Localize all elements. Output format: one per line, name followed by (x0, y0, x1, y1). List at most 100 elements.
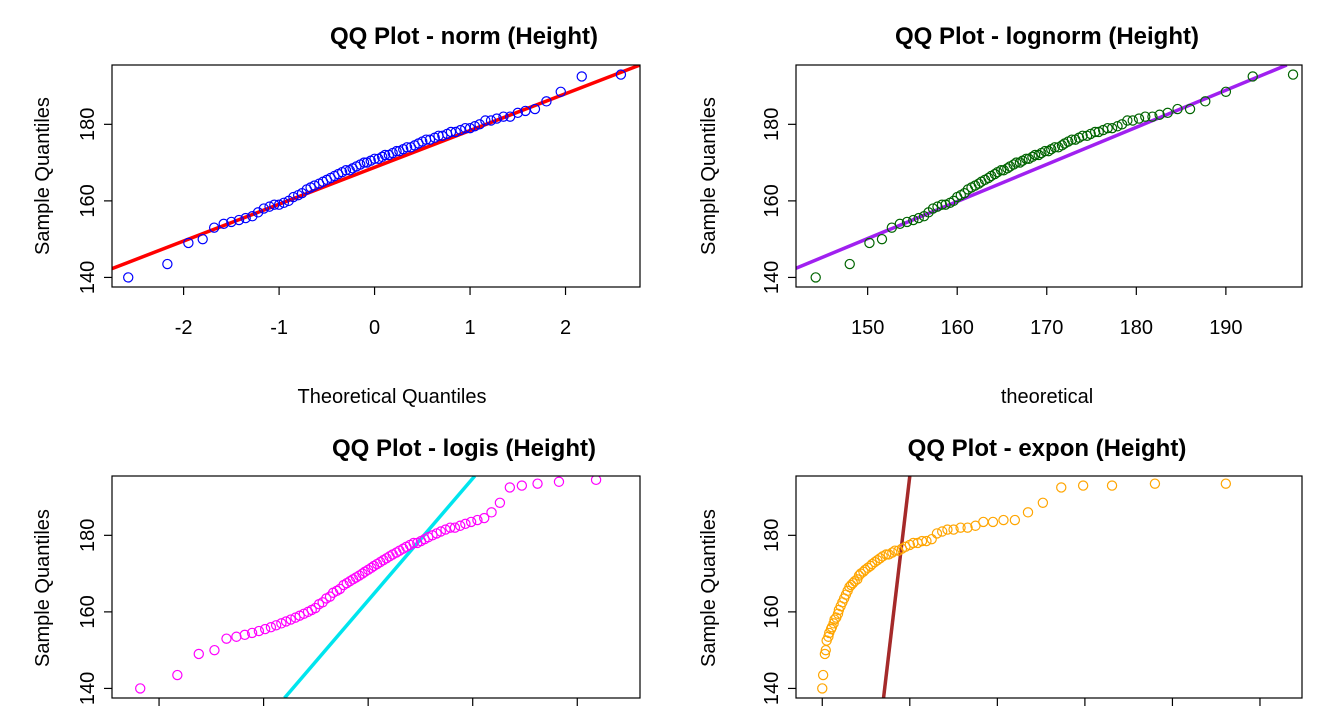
qq-panel-norm: QQ Plot - norm (Height) -2 -1 0 1 2 140 160 180… (32, 23, 641, 408)
data-point (445, 522, 456, 533)
data-point (377, 151, 388, 163)
data-point (449, 522, 461, 533)
data-point (844, 581, 855, 593)
data-point (615, 69, 627, 80)
chart-title: QQ Plot - logis (Height) (332, 435, 596, 462)
data-point (845, 579, 857, 591)
data-point (265, 621, 277, 633)
data-point (239, 629, 250, 641)
data-point (936, 526, 948, 537)
data-point (498, 111, 509, 122)
data-point (172, 669, 183, 681)
data-point (278, 197, 290, 208)
data-point (823, 631, 834, 642)
data-point (193, 648, 204, 660)
y-tick-label: 160 (77, 184, 99, 217)
data-point (529, 103, 541, 115)
data-point (494, 497, 506, 508)
data-point (331, 585, 342, 597)
data-point (1085, 128, 1096, 140)
x-tick-label: -2 (175, 317, 193, 339)
data-point (252, 207, 264, 218)
data-point (817, 683, 828, 694)
data-point (995, 165, 1007, 176)
reference-line (283, 476, 477, 698)
data-point (1077, 480, 1089, 491)
data-point (869, 556, 880, 568)
x-tick-label: 170 (1030, 317, 1063, 339)
data-point (1220, 86, 1232, 97)
data-point (913, 212, 924, 224)
data-point (460, 122, 471, 134)
x-tick-label: 2 (560, 317, 571, 339)
data-point (590, 476, 602, 486)
data-point (866, 558, 878, 570)
data-point (1089, 126, 1101, 138)
chart-title: QQ Plot - expon (Height) (908, 435, 1187, 462)
data-point (916, 535, 928, 547)
data-point (258, 203, 270, 214)
data-point (931, 528, 943, 539)
plot-marks (796, 65, 1299, 283)
y-tick-label: 140 (77, 261, 99, 294)
data-point (1049, 142, 1061, 153)
y-tick-label: 160 (761, 595, 783, 628)
tick-labels: 140 160 180 (761, 519, 783, 705)
data-point (485, 115, 497, 126)
data-point (942, 524, 953, 535)
data-point (1200, 96, 1211, 107)
data-point (491, 113, 502, 124)
data-point (1106, 480, 1118, 491)
data-point (532, 478, 543, 489)
data-point (233, 214, 245, 226)
data-point (555, 86, 566, 97)
data-point (1133, 113, 1145, 124)
data-point (259, 623, 271, 635)
data-point (962, 522, 973, 533)
data-point (894, 218, 906, 230)
data-point (880, 549, 892, 560)
axis-ticks (104, 534, 578, 706)
y-tick-label: 160 (77, 595, 99, 628)
data-point (317, 597, 328, 608)
plot-frame (111, 475, 641, 699)
chart-title: QQ Plot - norm (Height) (330, 23, 598, 50)
plot-frame (795, 64, 1303, 288)
data-point (288, 191, 299, 203)
data-point (135, 683, 146, 694)
plot-marks (112, 65, 640, 283)
axis-ticks (104, 123, 567, 295)
x-axis-label: Theoretical Quantiles (298, 386, 487, 408)
data-point (921, 535, 932, 547)
data-point (208, 222, 220, 233)
data-point (1116, 119, 1128, 130)
chart-title: QQ Plot - lognorm (Height) (895, 23, 1199, 50)
data-point (1172, 103, 1183, 115)
data-point (1039, 145, 1051, 157)
data-point (889, 545, 901, 556)
data-point (959, 188, 970, 199)
data-point (1029, 149, 1041, 161)
data-point (1247, 71, 1258, 82)
data-point (864, 237, 875, 249)
qq-panel-expon: QQ Plot - expon (Height) 140 160 180 Sampl… (698, 435, 1303, 706)
data-point (1008, 159, 1019, 170)
data-point (1184, 103, 1196, 115)
data-point (469, 121, 481, 132)
data-point (240, 212, 251, 224)
x-axis-label: theoretical (1001, 386, 1093, 408)
data-point (987, 516, 999, 528)
y-axis-label: Sample Quantiles (32, 97, 54, 255)
data-point (948, 524, 959, 535)
data-point (844, 258, 855, 270)
data-point (455, 124, 466, 136)
data-point (1127, 115, 1138, 126)
data-point (1027, 151, 1038, 163)
data-point (324, 591, 336, 602)
data-point (927, 203, 939, 214)
data-point (541, 96, 552, 107)
data-point (334, 583, 346, 595)
data-point (310, 602, 321, 614)
data-point (285, 614, 296, 625)
